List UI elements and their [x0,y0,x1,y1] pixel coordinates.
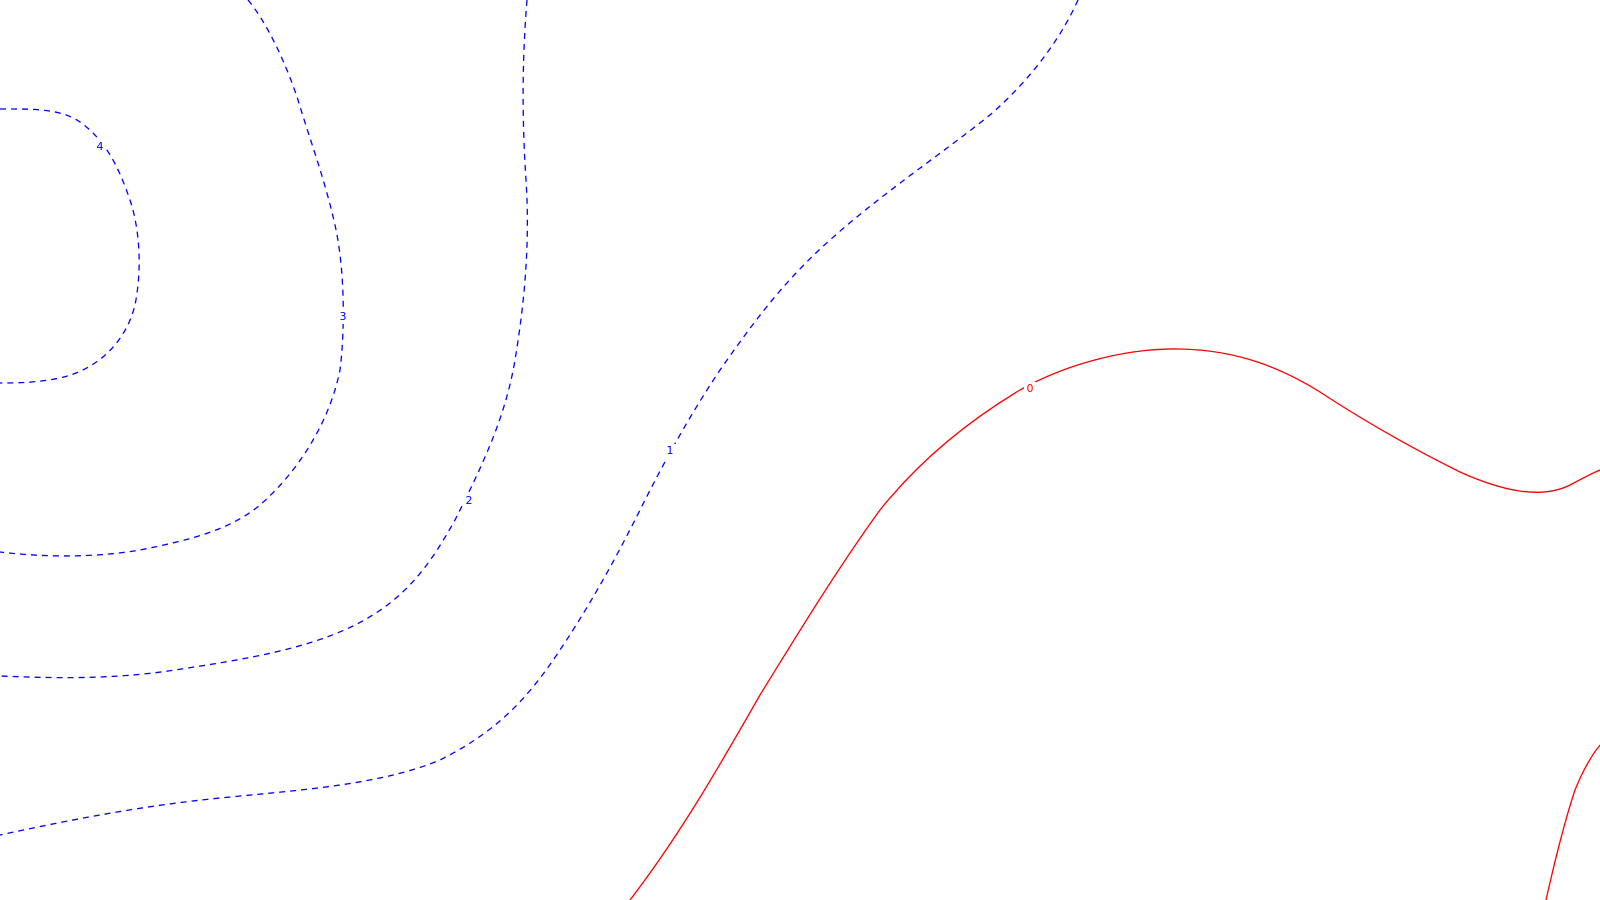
contour-line-0-corner [1545,744,1600,900]
contour-line-3 [0,0,344,557]
contour-label-bg-4 [94,140,106,154]
contour-label-4: 4 [97,140,104,153]
contour-line-1 [0,0,1079,836]
contour-label-1: 1 [667,444,674,457]
contour-line-2 [0,0,529,679]
contour-line-4 [0,108,140,384]
contour-line-0 [629,348,1600,900]
contour-label-bg-0 [1024,382,1036,396]
contour-label-0: 0 [1027,382,1034,395]
contour-label-bg-1 [664,444,676,458]
contour-label-bg-2 [463,494,475,508]
contour-label-3: 3 [340,310,347,323]
contour-label-2: 2 [466,494,473,507]
contour-label-bg-3 [337,310,349,324]
